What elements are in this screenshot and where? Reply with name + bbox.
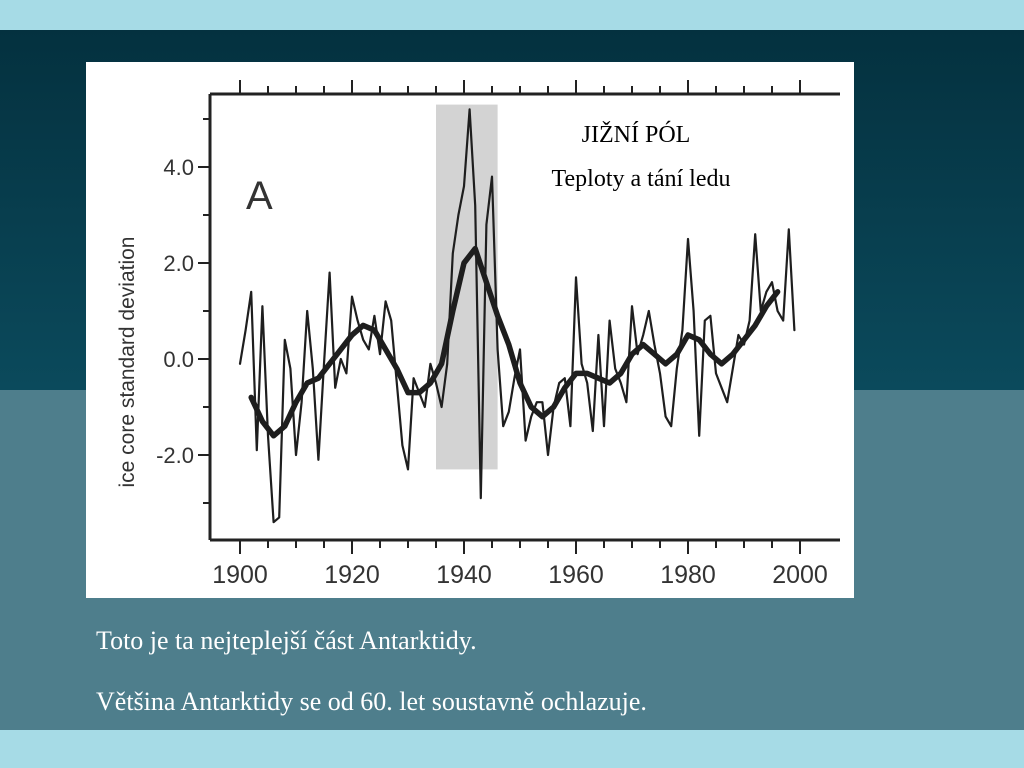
bottom-band <box>0 730 1024 768</box>
chart-frame <box>208 92 840 542</box>
series-lines <box>238 108 796 524</box>
caption-cooling-trend: Většina Antarktidy se od 60. let soustav… <box>96 687 647 716</box>
x-tick-label: 1960 <box>548 561 604 589</box>
y-tick-label: -2.0 <box>156 443 194 468</box>
top-band <box>0 0 1024 30</box>
y-tick-label: 0.0 <box>163 347 194 372</box>
x-tick-label: 1920 <box>324 561 380 589</box>
y-axis-label: ice core standard deviation <box>116 237 139 488</box>
chart-figure: 1900 1920 1940 1960 1980 2000 4.0 2.0 0.0 -2.0 i… <box>86 62 854 598</box>
x-tick-label: 1940 <box>436 561 492 589</box>
annotation-title: JIŽNÍ PÓL <box>581 122 691 148</box>
x-axis-ticks: 1900 1920 1940 1960 1980 2000 <box>212 80 828 589</box>
y-axis-ticks: 4.0 2.0 0.0 -2.0 <box>156 118 210 504</box>
y-tick-label: 2.0 <box>163 251 194 276</box>
x-tick-label: 2000 <box>772 561 828 589</box>
x-tick-label: 1980 <box>660 561 716 589</box>
smoothed-series-line <box>248 245 781 439</box>
x-tick-label: 1900 <box>212 561 268 589</box>
y-tick-label: 4.0 <box>163 155 194 180</box>
caption-hottest-part: Toto je ta nejteplejší část Antarktidy. <box>96 626 477 655</box>
temperature-chart: 1900 1920 1940 1960 1980 2000 4.0 2.0 0.0 -2.0 i… <box>116 80 840 589</box>
panel-label: A <box>246 174 273 218</box>
annotation-subtitle: Teploty a tání ledu <box>551 166 731 192</box>
